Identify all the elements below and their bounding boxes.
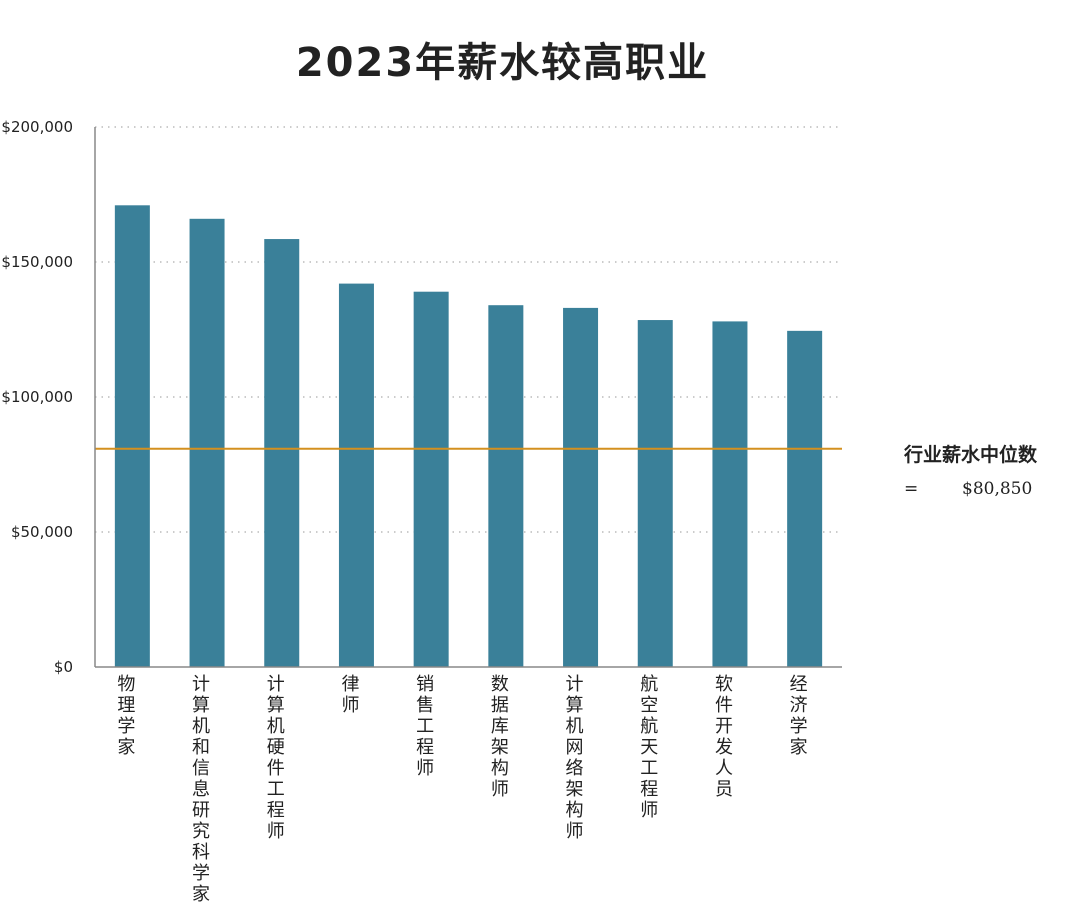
bar bbox=[338, 283, 374, 667]
median-value: $80,850 bbox=[962, 479, 1033, 499]
y-tick-label: $200,000 bbox=[1, 118, 73, 136]
bar bbox=[114, 205, 150, 668]
x-category-label: 律师 bbox=[341, 674, 359, 716]
x-category-label: 计算机网络架构师 bbox=[566, 674, 584, 842]
x-category-label: 物理学家 bbox=[117, 674, 135, 758]
median-label: 行业薪水中位数 bbox=[904, 444, 1038, 466]
x-category-label: 软件开发人员 bbox=[715, 674, 733, 800]
chart-title: 2023年薪水较高职业 bbox=[295, 40, 710, 86]
median-annotation: 行业薪水中位数 = $80,850 bbox=[904, 440, 1074, 499]
y-tick-label: $100,000 bbox=[1, 388, 73, 406]
bar bbox=[637, 320, 673, 667]
x-category-label: 计算机和信息研究科学家 bbox=[192, 674, 210, 905]
x-category-label: 计算机硬件工程师 bbox=[267, 674, 285, 842]
y-tick-label: $50,000 bbox=[11, 523, 73, 541]
bar bbox=[264, 239, 300, 668]
x-category-label: 销售工程师 bbox=[416, 674, 434, 779]
x-category-label: 数据库架构师 bbox=[491, 674, 509, 800]
bar bbox=[413, 291, 449, 667]
x-category-label: 航空航天工程师 bbox=[640, 674, 658, 821]
median-equals: = bbox=[904, 479, 919, 499]
bar bbox=[712, 321, 748, 667]
bar bbox=[189, 218, 225, 668]
y-tick-label: $0 bbox=[54, 658, 73, 676]
x-category-label: 经济学家 bbox=[790, 674, 808, 758]
median-value-row: = $80,850 bbox=[904, 479, 1074, 499]
bar bbox=[563, 307, 599, 667]
y-tick-label: $150,000 bbox=[1, 253, 73, 271]
bar bbox=[488, 305, 524, 667]
bar bbox=[787, 330, 823, 667]
